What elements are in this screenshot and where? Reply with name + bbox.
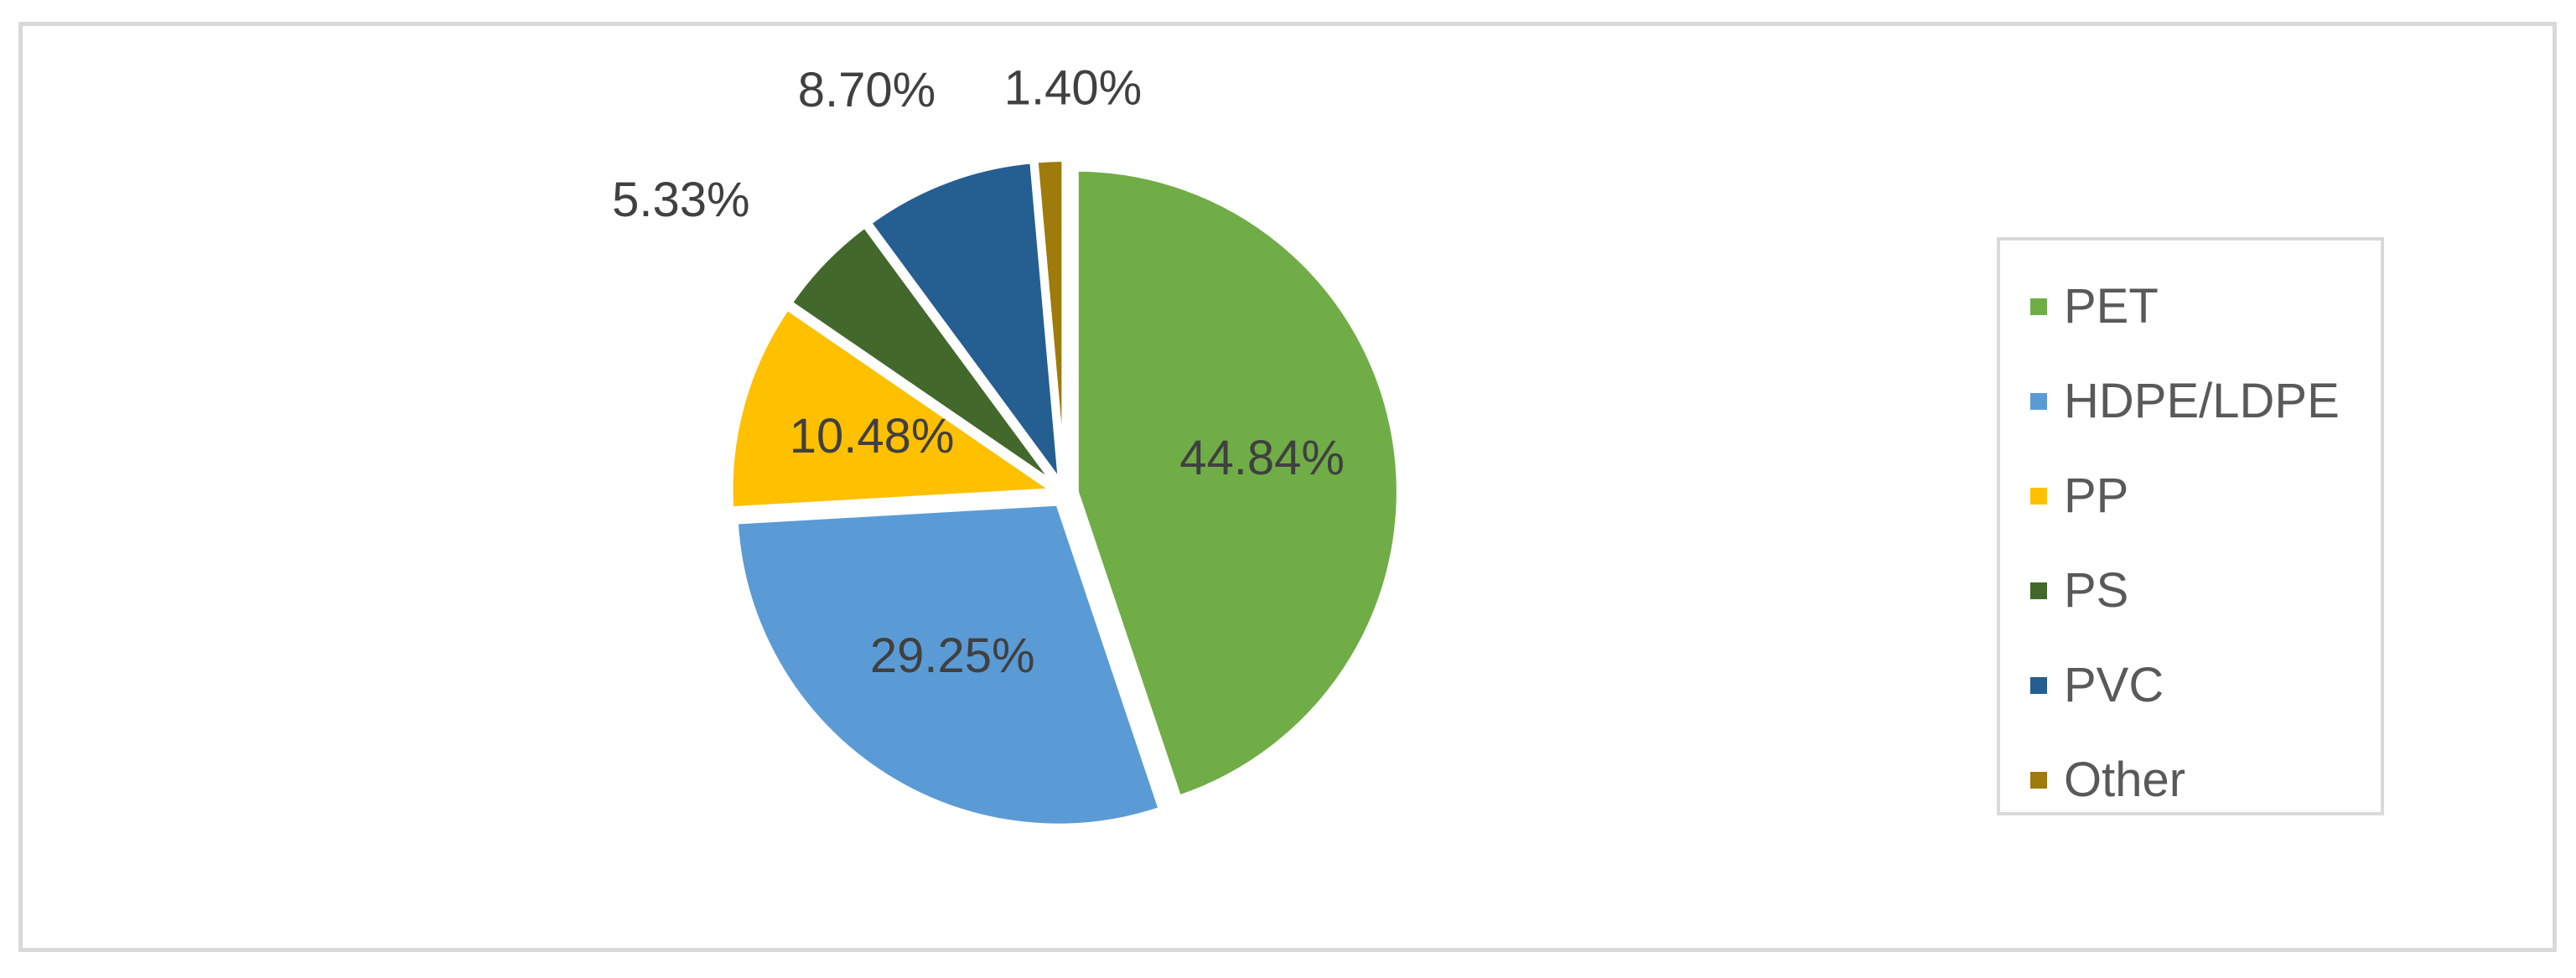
legend-item-pp: PP <box>2000 448 2381 543</box>
pie-slice-pvc <box>866 158 1064 485</box>
legend-item-hdpe-ldpe: HDPE/LDPE <box>2000 354 2381 448</box>
data-label-pp: 10.48% <box>790 409 955 463</box>
pie-slice-pet <box>1073 166 1402 800</box>
legend-swatch-other <box>2030 771 2047 789</box>
legend-swatch-hdpe-ldpe <box>2030 392 2047 410</box>
legend-item-pvc: PVC <box>2000 638 2381 732</box>
legend-label-pp: PP <box>2064 468 2129 523</box>
legend-label-pvc: PVC <box>2064 658 2164 712</box>
chart-frame: 44.84% 29.25% 10.48% 5.33% 8.70% 1.40% PET HD… <box>18 22 2557 952</box>
legend-label-ps: PS <box>2064 563 2129 618</box>
legend-item-pet: PET <box>2000 259 2381 354</box>
legend-swatch-ps <box>2030 582 2047 599</box>
pie-chart: 44.84% 29.25% 10.48% 5.33% 8.70% 1.40% <box>612 60 1402 829</box>
data-label-pet: 44.84% <box>1179 431 1345 485</box>
pie-slice-ps <box>787 223 1059 489</box>
legend: PET HDPE/LDPE PP PS PVC Other <box>1997 237 2384 815</box>
legend-swatch-pp <box>2030 487 2047 505</box>
legend-swatch-pet <box>2030 298 2047 315</box>
data-label-pvc: 8.70% <box>798 63 936 117</box>
pie-slice-other <box>1033 157 1067 485</box>
data-label-other: 1.40% <box>1004 60 1142 115</box>
pie-slice-hdpe-ldpe <box>733 500 1164 829</box>
legend-swatch-pvc <box>2030 676 2047 694</box>
legend-item-ps: PS <box>2000 543 2381 638</box>
data-label-ps: 5.33% <box>612 173 749 227</box>
legend-label-other: Other <box>2064 753 2186 807</box>
legend-item-other: Other <box>2000 732 2381 827</box>
legend-label-pet: PET <box>2064 279 2159 334</box>
data-label-hdpe-ldpe: 29.25% <box>870 629 1035 683</box>
legend-label-hdpe-ldpe: HDPE/LDPE <box>2064 374 2340 428</box>
pie-slice-pp <box>728 305 1056 512</box>
